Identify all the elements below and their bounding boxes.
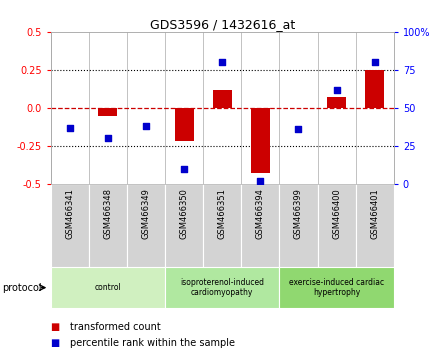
Title: GDS3596 / 1432616_at: GDS3596 / 1432616_at: [150, 18, 295, 31]
Point: [104, 136, 111, 141]
Bar: [327, 97, 346, 108]
Bar: [279, 184, 318, 267]
Text: GSM466348: GSM466348: [103, 188, 112, 239]
Bar: [251, 108, 270, 173]
Bar: [213, 90, 232, 108]
Bar: [318, 184, 356, 267]
Point: [333, 87, 340, 92]
Text: GSM466351: GSM466351: [218, 188, 227, 239]
Bar: [165, 184, 203, 267]
Bar: [89, 184, 127, 267]
Bar: [279, 267, 394, 308]
Point: [180, 166, 187, 172]
Bar: [241, 184, 279, 267]
Point: [66, 125, 73, 131]
Text: isoproterenol-induced
cardiomyopathy: isoproterenol-induced cardiomyopathy: [180, 278, 264, 297]
Text: GSM466350: GSM466350: [180, 188, 189, 239]
Text: GSM466341: GSM466341: [65, 188, 74, 239]
Text: exercise-induced cardiac
hypertrophy: exercise-induced cardiac hypertrophy: [289, 278, 384, 297]
Text: ■: ■: [51, 322, 60, 332]
Text: control: control: [95, 283, 121, 292]
Text: GSM466394: GSM466394: [256, 188, 265, 239]
Point: [371, 59, 378, 65]
Text: percentile rank within the sample: percentile rank within the sample: [70, 338, 235, 348]
Text: GSM466401: GSM466401: [370, 188, 379, 239]
Point: [295, 126, 302, 132]
Point: [257, 178, 264, 184]
Bar: [203, 184, 241, 267]
Bar: [127, 184, 165, 267]
Text: ■: ■: [51, 338, 60, 348]
Bar: [365, 70, 384, 108]
Bar: [51, 267, 165, 308]
Point: [219, 59, 226, 65]
Text: GSM466399: GSM466399: [294, 188, 303, 239]
Text: GSM466349: GSM466349: [141, 188, 150, 239]
Point: [143, 124, 150, 129]
Text: GSM466400: GSM466400: [332, 188, 341, 239]
Bar: [51, 184, 89, 267]
Text: protocol: protocol: [2, 282, 42, 293]
Bar: [165, 267, 279, 308]
Text: transformed count: transformed count: [70, 322, 161, 332]
Bar: [98, 108, 117, 115]
Bar: [356, 184, 394, 267]
Bar: [175, 108, 194, 142]
